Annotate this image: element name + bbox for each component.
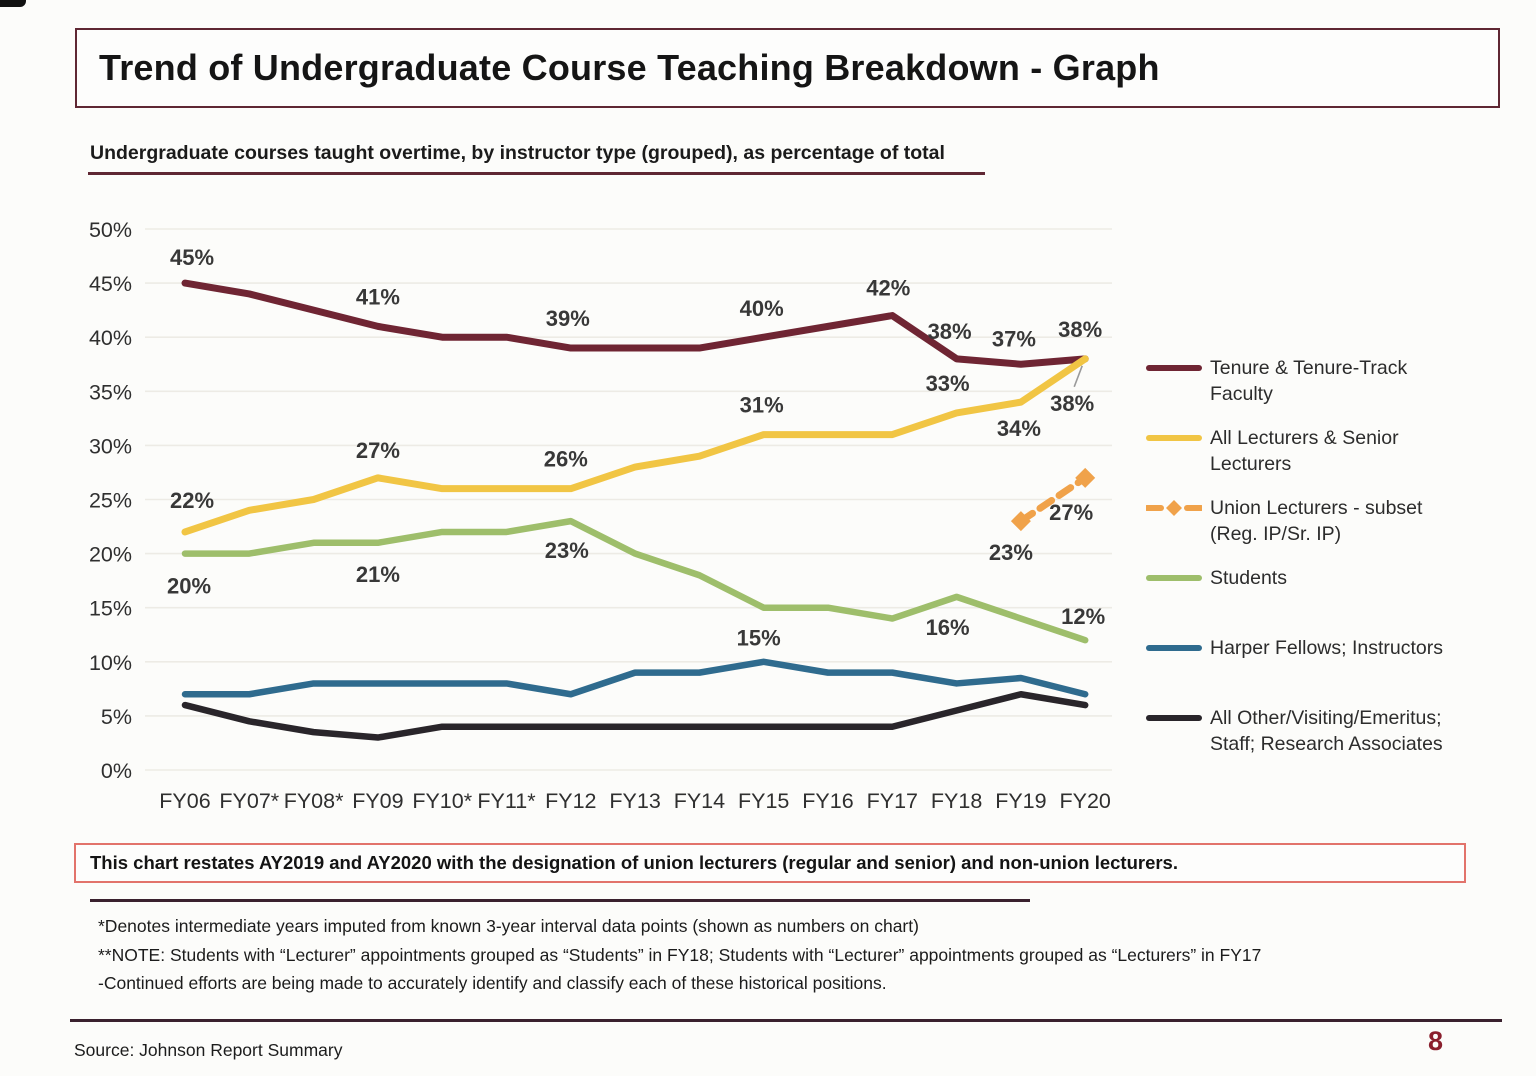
legend-item-3: Students: [1146, 565, 1287, 591]
data-label: 20%: [167, 574, 211, 599]
legend-label: All Other/Visiting/Emeritus; Staff; Resea…: [1210, 707, 1443, 755]
series-line: [181, 691, 1089, 741]
x-axis-tick: FY13: [609, 789, 660, 813]
source-text: Source: Johnson Report Summary: [74, 1040, 343, 1060]
data-label: 39%: [546, 306, 590, 331]
data-label: 38%: [1050, 391, 1094, 416]
chart-legend: Tenure & Tenure-Track Faculty All Lecturer…: [1146, 200, 1528, 820]
footnote-2: **NOTE: Students with “Lecturer” appoint…: [98, 944, 1262, 965]
y-axis-tick: 35%: [89, 380, 132, 404]
x-axis-tick: FY20: [1060, 789, 1111, 813]
x-axis-tick: FY17: [867, 789, 918, 813]
bottom-rule: [70, 1019, 1502, 1022]
series-line: [181, 279, 1089, 368]
data-label: 34%: [997, 416, 1041, 441]
data-label: 23%: [545, 538, 589, 563]
callout-line: [1073, 365, 1083, 388]
title-box: Trend of Undergraduate Course Teaching B…: [75, 28, 1500, 108]
legend-swatch-line-icon: [1146, 715, 1202, 721]
data-label: 38%: [1058, 317, 1102, 342]
x-axis-tick: FY12: [545, 789, 596, 813]
data-label: 33%: [926, 371, 970, 396]
legend-swatch-line-icon: [1146, 645, 1202, 651]
x-axis-tick: FY07*: [219, 789, 279, 813]
legend-item-2: Union Lecturers - subset (Reg. IP/Sr. IP): [1146, 495, 1422, 547]
legend-label: All Lecturers & Senior Lecturers: [1210, 427, 1399, 475]
series-line: [181, 355, 1089, 536]
y-axis-tick: 25%: [89, 489, 132, 513]
y-axis-tick: 30%: [89, 434, 132, 458]
x-axis-tick: FY06: [159, 789, 210, 813]
footnotes: *Denotes intermediate years imputed from…: [98, 912, 1261, 998]
series-line: [1017, 474, 1089, 525]
line-chart: 50% 45% 40% 35% 30% 25% 20% 15% 10% 5% 0% FY06 FY07*…: [89, 218, 1112, 813]
y-axis-tick: 20%: [89, 543, 132, 567]
subtitle-underline: [88, 172, 985, 175]
x-axis-tick: FY10*: [412, 789, 472, 813]
y-axis-tick: 40%: [89, 326, 132, 350]
legend-label: Harper Fellows; Instructors: [1210, 637, 1443, 659]
y-axis-tick: 10%: [89, 651, 132, 675]
data-label: 12%: [1061, 604, 1105, 629]
diamond-marker: [1010, 511, 1031, 532]
x-axis-tick: FY15: [738, 789, 789, 813]
data-label: 37%: [992, 326, 1036, 351]
x-axis-tick: FY16: [802, 789, 853, 813]
data-label: 45%: [170, 245, 214, 270]
page-title: Trend of Undergraduate Course Teaching B…: [99, 47, 1160, 88]
data-label: 42%: [866, 276, 910, 301]
x-axis-tick: FY09: [352, 789, 403, 813]
diamond-marker: [1075, 467, 1096, 488]
legend-item-0: Tenure & Tenure-Track Faculty: [1146, 355, 1407, 407]
legend-swatch-line-icon: [1146, 365, 1202, 371]
data-label: 21%: [356, 562, 400, 587]
x-axis-tick: FY11*: [477, 789, 536, 813]
y-axis-tick: 50%: [89, 218, 132, 242]
chart-subtitle: Undergraduate courses taught overtime, b…: [90, 142, 945, 164]
data-label: 31%: [740, 393, 784, 418]
series-line: [181, 517, 1089, 644]
series-line: [181, 658, 1089, 698]
x-axis-tick: FY19: [995, 789, 1046, 813]
legend-swatch-line-icon: [1146, 575, 1202, 581]
legend-label: Union Lecturers - subset (Reg. IP/Sr. IP): [1210, 497, 1423, 545]
legend-label: Tenure & Tenure-Track Faculty: [1210, 357, 1408, 405]
legend-item-4: Harper Fellows; Instructors: [1146, 635, 1443, 661]
data-label: 23%: [989, 540, 1033, 565]
data-label: 38%: [928, 319, 972, 344]
y-axis-tick: 0%: [101, 759, 132, 783]
x-axis-tick: FY18: [931, 789, 982, 813]
legend-item-1: All Lecturers & Senior Lecturers: [1146, 425, 1399, 477]
restatement-note: This chart restates AY2019 and AY2020 wi…: [90, 852, 1178, 873]
y-axis-tick: 45%: [89, 272, 132, 296]
data-label: 41%: [356, 284, 400, 309]
legend-label: Students: [1210, 567, 1287, 589]
data-label: 40%: [740, 296, 784, 321]
data-label: 22%: [170, 488, 214, 513]
restatement-note-box: This chart restates AY2019 and AY2020 wi…: [74, 843, 1466, 883]
data-label: 16%: [926, 615, 970, 640]
data-label: 26%: [544, 447, 588, 472]
scan-artifact: [0, 0, 26, 7]
legend-swatch-line-icon: [1146, 435, 1202, 441]
legend-swatch-dashed-diamond-icon: [1146, 500, 1202, 516]
x-axis-tick: FY14: [674, 789, 725, 813]
legend-item-5: All Other/Visiting/Emeritus; Staff; Resea…: [1146, 705, 1443, 757]
page-number: 8: [1428, 1026, 1444, 1056]
footnote-1: *Denotes intermediate years imputed from…: [98, 916, 919, 936]
data-label: 15%: [737, 626, 781, 651]
data-label: 27%: [1049, 500, 1093, 525]
footnote-3: -Continued efforts are being made to acc…: [98, 973, 887, 993]
mid-rule: [90, 899, 1030, 902]
data-label: 27%: [356, 438, 400, 463]
x-axis-tick: FY08*: [284, 789, 344, 813]
y-axis-tick: 15%: [89, 597, 132, 621]
y-axis-tick: 5%: [101, 705, 132, 729]
